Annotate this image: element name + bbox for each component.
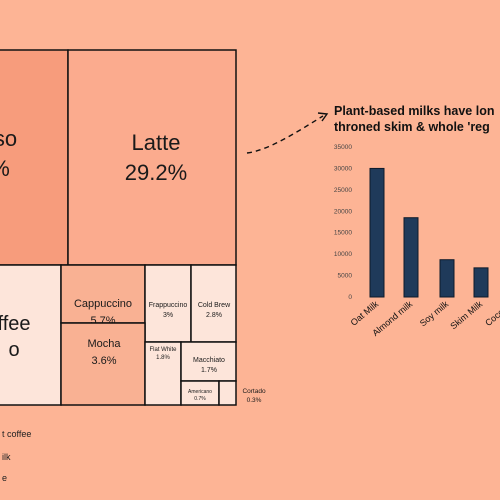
treemap-label-americano: Americano xyxy=(188,389,212,395)
legend-item: ilk xyxy=(2,452,11,462)
bar-skim-milk xyxy=(473,267,489,298)
treemap-label-coffee: ffee xyxy=(0,313,31,335)
legend-item: e xyxy=(2,473,7,483)
connector-arrow xyxy=(246,112,329,154)
y-tick-label: 15000 xyxy=(334,230,352,237)
treemap-cell-coffee: ffee o xyxy=(0,264,62,406)
treemap-rect-coffee xyxy=(0,264,62,406)
treemap-value-mocha: 3.6% xyxy=(91,355,116,367)
treemap-value-coffee: o xyxy=(8,339,19,361)
treemap-rect-latte xyxy=(67,49,237,266)
treemap: sso% Latte 29.2% ffee o Cappuccino5.7%Frappuc… xyxy=(0,49,266,406)
treemap-cell-cold-brew: Cold Brew 2.8% xyxy=(190,264,237,343)
treemap-rect-flat-white xyxy=(144,341,182,406)
treemap-label-flat-white: Flat White xyxy=(149,347,177,353)
treemap-label-frappuccino: Frappuccino xyxy=(149,302,188,309)
treemap-rect-espresso xyxy=(0,49,69,266)
treemap-cell-mocha: Mocha 3.6% xyxy=(60,322,146,406)
y-tick-label: 0 xyxy=(348,294,352,301)
treemap-label-cortado: Cortado xyxy=(242,388,266,395)
treemap-value-espresso: % xyxy=(0,156,10,181)
treemap-label-cold-brew: Cold Brew xyxy=(198,302,231,309)
category-label: Skim Milk xyxy=(448,299,484,332)
treemap-rect-macchiato xyxy=(180,341,237,382)
y-tick-label: 30000 xyxy=(334,165,352,172)
treemap-value-cortado: 0.3% xyxy=(247,397,262,404)
treemap-value-americano: 0.7% xyxy=(194,396,206,402)
treemap-cell-macchiato: Macchiato 1.7% xyxy=(180,341,237,382)
treemap-value-latte: 29.2% xyxy=(125,160,187,185)
treemap-value-flat-white: 1.8% xyxy=(156,355,170,361)
treemap-value-cold-brew: 2.8% xyxy=(206,312,222,319)
treemap-rect-cappuccino xyxy=(60,264,146,324)
y-tick-label: 10000 xyxy=(334,251,352,258)
treemap-value-macchiato: 1.7% xyxy=(201,367,217,374)
y-tick-label: 5000 xyxy=(338,273,353,280)
treemap-label-latte: Latte xyxy=(132,130,181,155)
bar-chart-title-line: throned skim & whole 'reg xyxy=(334,120,490,134)
treemap-rect-cold-brew xyxy=(190,264,237,343)
treemap-label-espresso: sso xyxy=(0,126,17,151)
bar-oat-milk xyxy=(369,167,385,298)
bar-chart-title-line: Plant-based milks have lon xyxy=(334,104,494,118)
treemap-cell-flat-white: Flat White 1.8% xyxy=(144,341,182,406)
treemap-rect-americano xyxy=(180,380,220,406)
legend-item: t coffee xyxy=(2,429,31,439)
treemap-cell-espresso: sso% xyxy=(0,49,69,266)
category-label: Soy milk xyxy=(418,299,451,329)
y-tick-label: 35000 xyxy=(334,144,352,151)
treemap-label-macchiato: Macchiato xyxy=(193,357,225,364)
treemap-rect-cortado xyxy=(218,380,237,406)
treemap-value-frappuccino: 3% xyxy=(163,312,173,319)
treemap-cell-cortado: Cortado 0.3% xyxy=(218,380,266,406)
treemap-cell-latte: Latte 29.2% xyxy=(67,49,237,266)
treemap-cell-frappuccino: Frappuccino 3% xyxy=(144,264,192,343)
treemap-label-cappuccino: Cappuccino xyxy=(74,298,132,310)
bar-chart: Plant-based milks have lon throned skim &… xyxy=(334,104,500,338)
category-label: Oat Milk xyxy=(349,299,381,328)
treemap-legend: t coffee ilk e xyxy=(2,429,31,483)
treemap-label-mocha: Mocha xyxy=(87,338,121,350)
category-label: Coconut xyxy=(483,299,500,329)
bar-almond-milk xyxy=(403,217,419,298)
y-tick-label: 25000 xyxy=(334,187,352,194)
bar-soy-milk xyxy=(439,259,455,298)
y-tick-label: 20000 xyxy=(334,208,352,215)
